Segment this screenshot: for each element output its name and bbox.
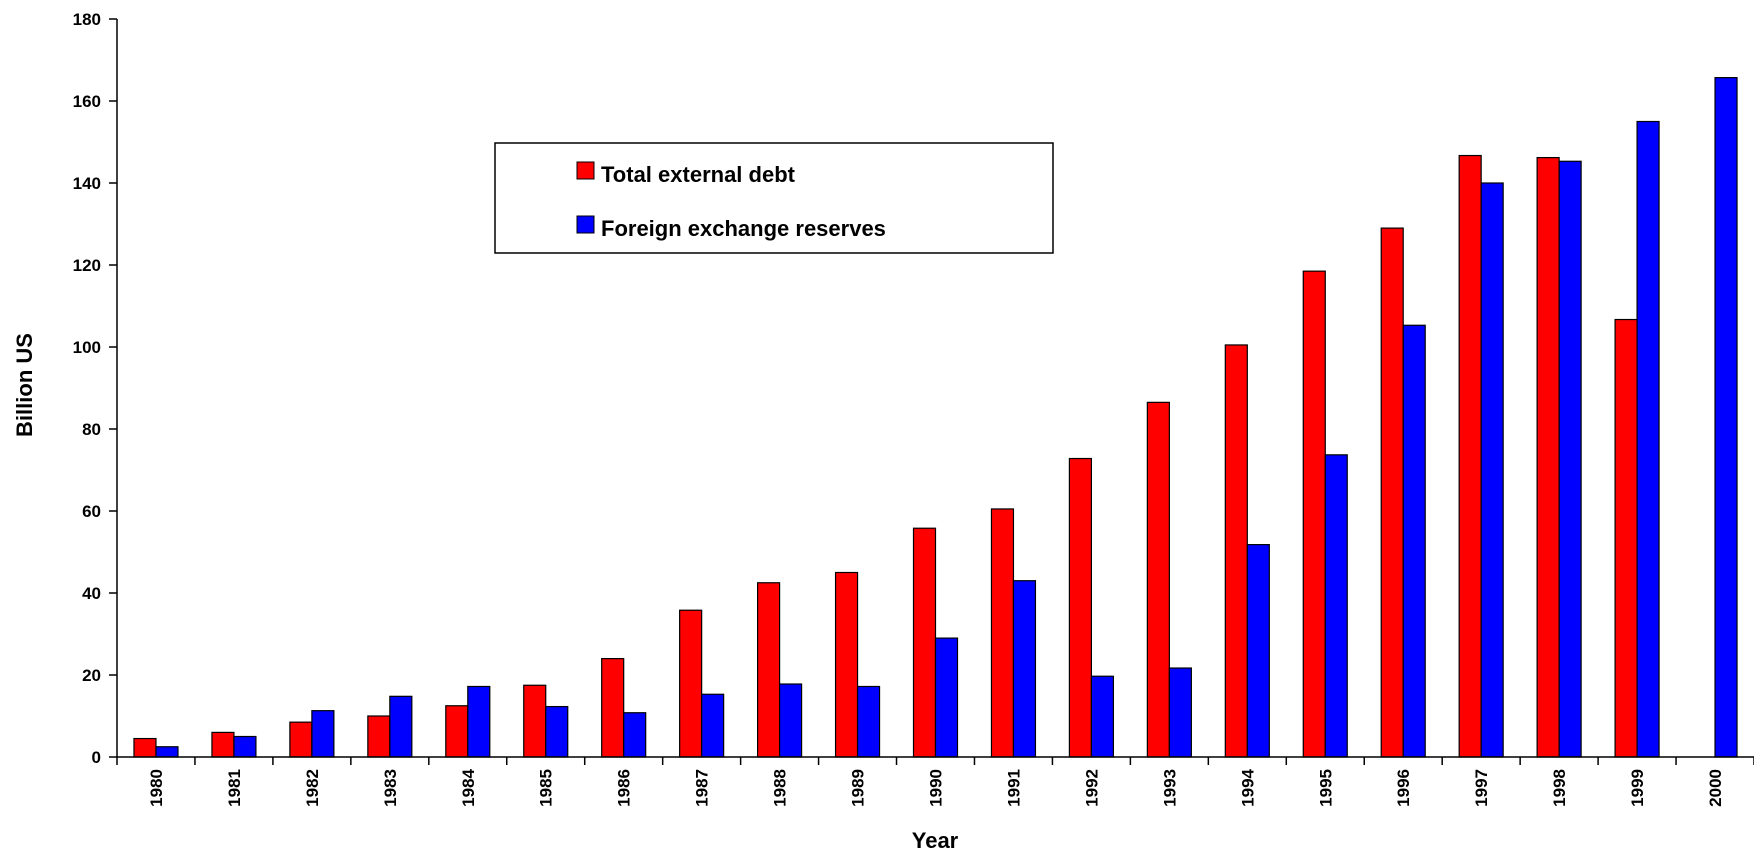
y-tick-label-100: 100 xyxy=(73,338,101,357)
bar-debt-1996 xyxy=(1380,227,1404,758)
bar-reserves-1992 xyxy=(1090,675,1115,758)
x-tick-label-1981: 1981 xyxy=(225,769,244,807)
bar-debt-1987 xyxy=(679,609,703,758)
legend-label-total-external-debt: Total external debt xyxy=(601,162,796,187)
x-tick-label-1994: 1994 xyxy=(1238,768,1257,806)
bar-reserves-1981 xyxy=(233,735,257,758)
x-tick-label-1995: 1995 xyxy=(1316,769,1335,807)
y-tick-label-40: 40 xyxy=(82,584,101,603)
y-axis-title: Billion US xyxy=(12,333,37,437)
bar-debt-1995 xyxy=(1302,270,1326,758)
bar-debt-1998 xyxy=(1536,156,1560,758)
bar-debt-1997 xyxy=(1458,154,1482,758)
bar-debt-1991 xyxy=(990,508,1015,758)
y-tick-label-160: 160 xyxy=(73,92,101,111)
x-tick-label-1987: 1987 xyxy=(693,769,712,807)
x-tick-label-1993: 1993 xyxy=(1160,769,1179,807)
bar-debt-1980 xyxy=(133,737,157,758)
bar-debt-1983 xyxy=(367,715,391,758)
x-tick-labels: 1980 1981 1982 1983 1984 1985 1986 1987 1988 1989… xyxy=(147,768,1725,806)
x-tick-label-1998: 1998 xyxy=(1550,769,1569,807)
legend-swatch-foreign-exchange-reserves xyxy=(576,215,595,234)
bar-reserves-1991 xyxy=(1012,580,1037,758)
x-tick-label-1980: 1980 xyxy=(147,769,166,807)
bar-reserves-1989 xyxy=(856,685,881,758)
bar-reserves-1993 xyxy=(1168,667,1192,758)
x-tick-label-1999: 1999 xyxy=(1628,769,1647,807)
bar-reserves-1990 xyxy=(934,637,959,758)
bar-debt-1993 xyxy=(1146,401,1170,758)
bar-reserves-1997 xyxy=(1480,182,1504,758)
legend-box xyxy=(494,142,1054,254)
bar-reserves-1996 xyxy=(1402,324,1426,758)
x-axis-title: Year xyxy=(912,828,959,853)
bar-debt-1994 xyxy=(1224,344,1248,758)
bar-reserves-1998 xyxy=(1558,160,1582,758)
x-tick-label-1990: 1990 xyxy=(927,769,946,807)
bar-reserves-1999 xyxy=(1636,120,1660,758)
bar-debt-1984 xyxy=(445,705,469,758)
bar-debt-1989 xyxy=(834,571,859,758)
x-tick-label-1989: 1989 xyxy=(849,769,868,807)
axes-group xyxy=(109,18,1754,765)
bar-reserves-1982 xyxy=(311,710,335,758)
y-tick-labels: 0 20 40 60 80 100 120 140 160 180 xyxy=(73,10,101,767)
bar-debt-1988 xyxy=(756,582,781,758)
bar-debt-1981 xyxy=(211,731,235,758)
bar-reserves-1980 xyxy=(155,746,179,758)
y-tick-label-0: 0 xyxy=(92,748,101,767)
bar-debt-1986 xyxy=(601,657,625,758)
bar-reserves-1984 xyxy=(467,685,491,758)
x-tick-label-1985: 1985 xyxy=(537,769,556,807)
y-tick-label-20: 20 xyxy=(82,666,101,685)
y-tick-label-60: 60 xyxy=(82,502,101,521)
bar-reserves-2000 xyxy=(1714,77,1738,758)
legend-label-foreign-exchange-reserves: Foreign exchange reserves xyxy=(601,216,886,241)
legend-swatch-total-external-debt xyxy=(576,161,595,180)
x-tick-label-2000: 2000 xyxy=(1706,769,1725,807)
x-tick-label-1986: 1986 xyxy=(615,769,634,807)
bar-reserves-1986 xyxy=(623,712,647,758)
bar-reserves-1994 xyxy=(1246,544,1270,758)
x-tick-label-1991: 1991 xyxy=(1004,769,1023,807)
bar-reserves-1995 xyxy=(1324,454,1348,758)
x-tick-label-1982: 1982 xyxy=(303,769,322,807)
bars-group xyxy=(133,77,1738,758)
y-tick-label-140: 140 xyxy=(73,174,101,193)
y-tick-label-80: 80 xyxy=(82,420,101,439)
bar-reserves-1985 xyxy=(545,705,569,758)
x-tick-label-1996: 1996 xyxy=(1394,769,1413,807)
x-tick-label-1988: 1988 xyxy=(771,769,790,807)
y-tick-label-120: 120 xyxy=(73,256,101,275)
bar-debt-1992 xyxy=(1068,457,1093,758)
bar-debt-1990 xyxy=(912,527,937,758)
bar-debt-1985 xyxy=(523,684,547,758)
bar-reserves-1987 xyxy=(701,693,725,758)
x-tick-label-1983: 1983 xyxy=(381,769,400,807)
bar-reserves-1988 xyxy=(778,683,803,758)
x-tick-label-1992: 1992 xyxy=(1082,769,1101,807)
legend: Total external debt Foreign exchange res… xyxy=(494,142,1054,254)
bar-reserves-1983 xyxy=(389,695,413,758)
x-tick-label-1984: 1984 xyxy=(459,768,478,806)
y-tick-label-180: 180 xyxy=(73,10,101,29)
bar-debt-1982 xyxy=(289,721,313,758)
bar-debt-1999 xyxy=(1614,318,1638,758)
x-tick-label-1997: 1997 xyxy=(1472,769,1491,807)
